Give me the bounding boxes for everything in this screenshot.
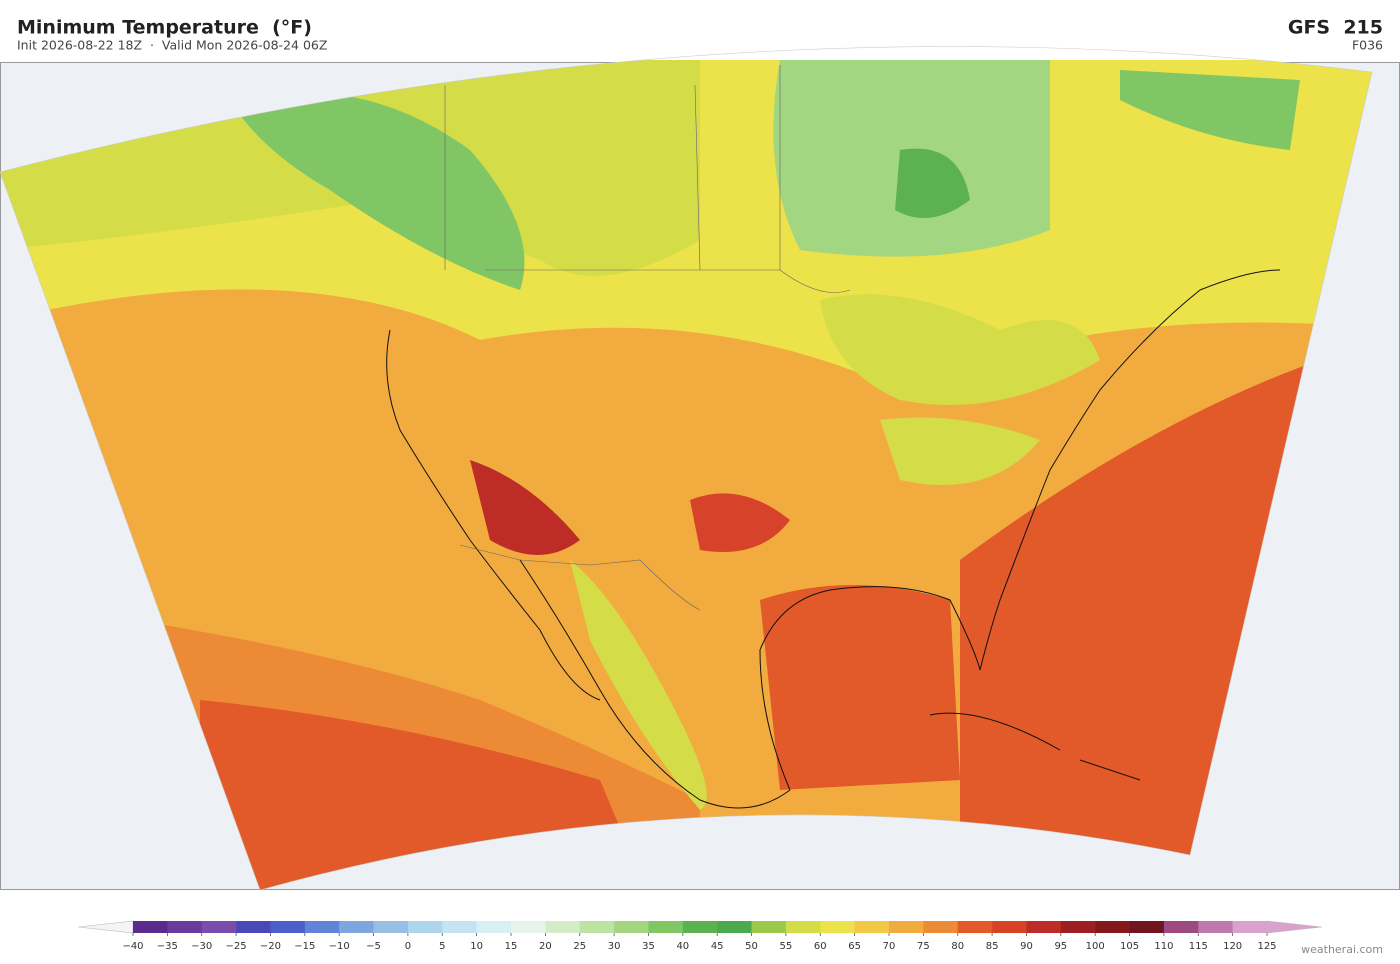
tick-label: −15 [294,941,315,952]
tick-label: 105 [1120,941,1139,952]
color-bin [167,921,203,933]
color-bin [923,921,959,933]
color-bin [785,921,821,933]
color-bin [339,921,374,933]
color-bin [957,921,993,933]
color-bin [889,921,924,933]
color-bin [1198,921,1233,933]
tick-label: −10 [329,941,350,952]
tick-label: 65 [848,941,861,952]
tick-label: 20 [539,941,552,952]
tick-label: 30 [608,941,621,952]
colorbar-under [77,920,134,934]
color-bin [820,921,855,933]
color-bin [407,921,443,933]
tick-label: −30 [191,941,212,952]
tick-label: 70 [883,941,896,952]
tick-label: −20 [260,941,281,952]
color-bin [442,921,477,933]
tick-label: 120 [1223,941,1242,952]
color-bin [201,921,237,933]
color-bin [1095,921,1130,933]
color-bin [1163,921,1199,933]
tick-label: −5 [366,941,381,952]
title: Minimum Temperature (°F) [17,17,312,39]
color-bin [373,921,409,933]
color-bin [304,921,340,933]
tick-label: 90 [1020,941,1033,952]
color-bin [270,921,306,933]
tick-label: 125 [1257,941,1276,952]
color-bin [717,921,752,933]
color-bin [1129,921,1165,933]
color-bin [545,921,581,933]
tick-label: 35 [642,941,655,952]
colorbar: −40 −35 −30 −25 −20 −15 −10 −5 0 5 10 15 20 25 30 35 40 4… [77,920,1323,952]
tick-label: 0 [405,941,411,952]
color-bin [854,921,890,933]
color-bin [682,921,718,933]
tick-label: 100 [1086,941,1105,952]
tick-label: 60 [814,941,827,952]
tick-label: 50 [745,941,758,952]
tick-label: 80 [951,941,964,952]
tick-label: 85 [986,941,999,952]
tick-label: 10 [470,941,483,952]
borders [444,65,851,611]
color-bin [133,921,168,933]
credit: weatherai.com [1301,943,1383,956]
color-bin [476,921,512,933]
tick-label: 95 [1054,941,1067,952]
tick-label: 5 [439,941,445,952]
color-bin [1026,921,1062,933]
coastlines [386,269,1281,809]
tick-label: 115 [1189,941,1208,952]
color-bin [1060,921,1096,933]
color-bin [614,921,649,933]
tick-label: 15 [505,941,518,952]
tick-label: 75 [917,941,930,952]
color-bin [751,921,787,933]
color-bin [648,921,684,933]
tick-label: 55 [780,941,793,952]
map [0,46,1400,891]
forecast-hour: F036 [1352,38,1383,53]
color-bin [236,921,271,933]
color-bin [511,921,546,933]
tick-label: −35 [157,941,178,952]
tick-label: −25 [226,941,247,952]
tick-label: 110 [1154,941,1173,952]
color-bin [1232,921,1268,933]
tick-label: 25 [573,941,586,952]
tick-label: 45 [711,941,724,952]
subtitle: Init 2026-08-22 18Z · Valid Mon 2026-08-… [17,38,327,53]
tick-label: 40 [676,941,689,952]
model: GFS 215 [1288,17,1383,39]
color-bin [579,921,615,933]
tick-label: −40 [122,941,143,952]
color-bin [992,921,1027,933]
colorbar-over [1266,920,1323,934]
